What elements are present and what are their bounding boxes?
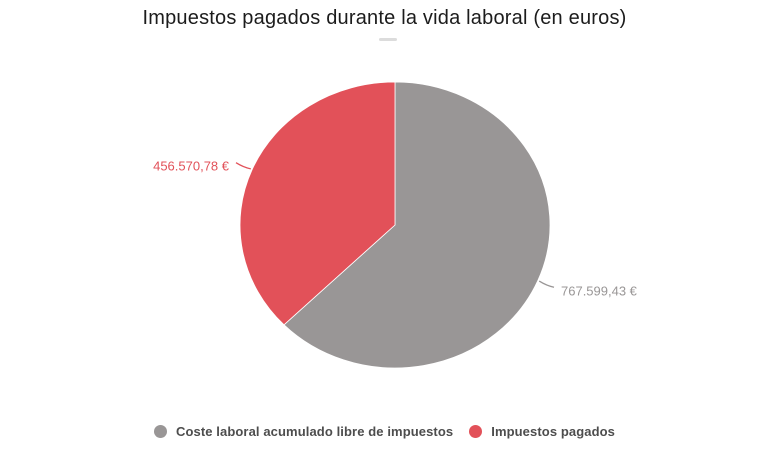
legend-dot-icon bbox=[469, 425, 483, 438]
legend-item[interactable]: Impuestos pagados bbox=[469, 424, 615, 439]
chart-title: Impuestos pagados durante la vida labora… bbox=[142, 7, 627, 29]
value-label-connector bbox=[235, 162, 251, 170]
subtitle-dash bbox=[379, 38, 397, 41]
chart-legend: Coste laboral acumulado libre de impuest… bbox=[0, 424, 769, 439]
legend-item[interactable]: Coste laboral acumulado libre de impuest… bbox=[153, 424, 454, 439]
value-label-connector bbox=[538, 280, 555, 288]
legend-dot-icon bbox=[153, 425, 167, 438]
legend-label: Coste laboral acumulado libre de impuest… bbox=[175, 424, 454, 439]
slice-value-label: 456.570,78 € bbox=[153, 159, 230, 174]
pie-slice-gray[interactable] bbox=[283, 81, 551, 369]
legend-label: Impuestos pagados bbox=[491, 424, 616, 439]
pie-slice-red[interactable] bbox=[239, 81, 396, 326]
slice-value-label: 767.599,43 € bbox=[561, 283, 638, 298]
